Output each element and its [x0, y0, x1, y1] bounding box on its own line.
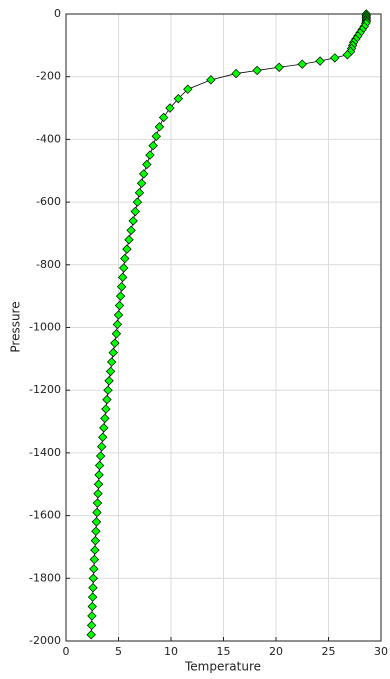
x-tick-label: 10	[164, 645, 178, 658]
data-point	[106, 357, 117, 367]
data-point	[94, 460, 105, 471]
data-point	[118, 272, 128, 283]
data-point	[91, 517, 102, 527]
data-point	[116, 282, 127, 292]
x-tick-label: 20	[269, 645, 283, 658]
data-point	[93, 488, 103, 499]
data-point	[183, 84, 193, 94]
data-point	[132, 197, 143, 207]
data-point	[91, 526, 101, 536]
data-point	[103, 385, 113, 395]
y-tick-label: -1600	[29, 509, 61, 522]
y-tick-label: -1400	[29, 446, 61, 459]
data-point	[114, 300, 125, 311]
data-point	[102, 394, 112, 405]
data-point	[90, 545, 100, 555]
y-tick-label: -1000	[29, 321, 61, 334]
data-point	[126, 225, 136, 236]
data-point	[112, 319, 123, 330]
x-tick-label: 15	[217, 645, 231, 658]
data-point	[101, 404, 111, 414]
data-point	[88, 573, 98, 583]
data-point	[105, 366, 116, 377]
y-tick-label: -800	[36, 258, 61, 271]
data-point	[130, 206, 140, 217]
data-point	[97, 441, 107, 452]
series-line	[90, 14, 367, 635]
data-point	[122, 244, 132, 254]
y-tick-label: 0	[54, 7, 61, 20]
data-point	[252, 65, 262, 76]
data-point	[92, 498, 103, 508]
data-point	[206, 75, 216, 85]
data-point	[98, 432, 108, 442]
data-point	[113, 310, 124, 320]
data-point	[119, 263, 129, 273]
data-point	[136, 178, 147, 188]
data-point	[165, 103, 175, 113]
data-point	[231, 68, 241, 79]
data-point	[154, 122, 165, 132]
data-point	[100, 413, 110, 424]
data-point	[297, 59, 307, 69]
data-point	[315, 56, 325, 66]
data-point	[330, 53, 340, 63]
y-tick-label: -1200	[29, 383, 61, 396]
data-point	[87, 611, 97, 621]
data-point	[139, 169, 149, 179]
data-point	[134, 188, 145, 198]
data-point	[124, 235, 134, 245]
data-point	[89, 564, 99, 574]
x-tick-label: 30	[374, 645, 388, 658]
data-point	[120, 253, 130, 264]
data-point	[111, 329, 122, 339]
data-point	[86, 630, 96, 640]
data-point	[145, 150, 155, 160]
data-point	[86, 620, 97, 631]
data-point	[115, 291, 126, 301]
x-tick-label: 5	[115, 645, 122, 658]
data-point	[158, 112, 169, 123]
y-tick-label: -600	[36, 195, 61, 208]
data-point	[94, 470, 104, 480]
data-point	[148, 140, 158, 151]
data-point	[95, 451, 106, 461]
data-point	[274, 62, 284, 72]
y-axis-label: Pressure	[9, 301, 23, 352]
data-point	[92, 507, 102, 518]
data-point	[142, 159, 152, 170]
data-point	[128, 216, 138, 226]
data-point	[89, 554, 100, 565]
data-point	[99, 423, 109, 433]
data-point	[87, 601, 97, 612]
plot-frame	[65, 13, 382, 642]
y-tick-label: -200	[36, 70, 61, 83]
data-point	[151, 131, 161, 141]
x-tick-label: 25	[322, 645, 336, 658]
data-point	[342, 50, 353, 60]
data-point	[173, 93, 184, 104]
data-point	[87, 592, 98, 602]
x-axis-label: Temperature	[184, 660, 261, 674]
x-tick-label: 0	[63, 645, 70, 658]
data-point	[110, 338, 120, 348]
y-tick-label: -2000	[29, 634, 61, 647]
data-point	[93, 479, 104, 489]
y-tick-label: -400	[36, 132, 61, 145]
data-point	[90, 535, 101, 546]
data-point	[108, 347, 118, 358]
data-point	[104, 376, 114, 386]
data-point	[88, 583, 98, 593]
y-tick-label: -1800	[29, 571, 61, 584]
